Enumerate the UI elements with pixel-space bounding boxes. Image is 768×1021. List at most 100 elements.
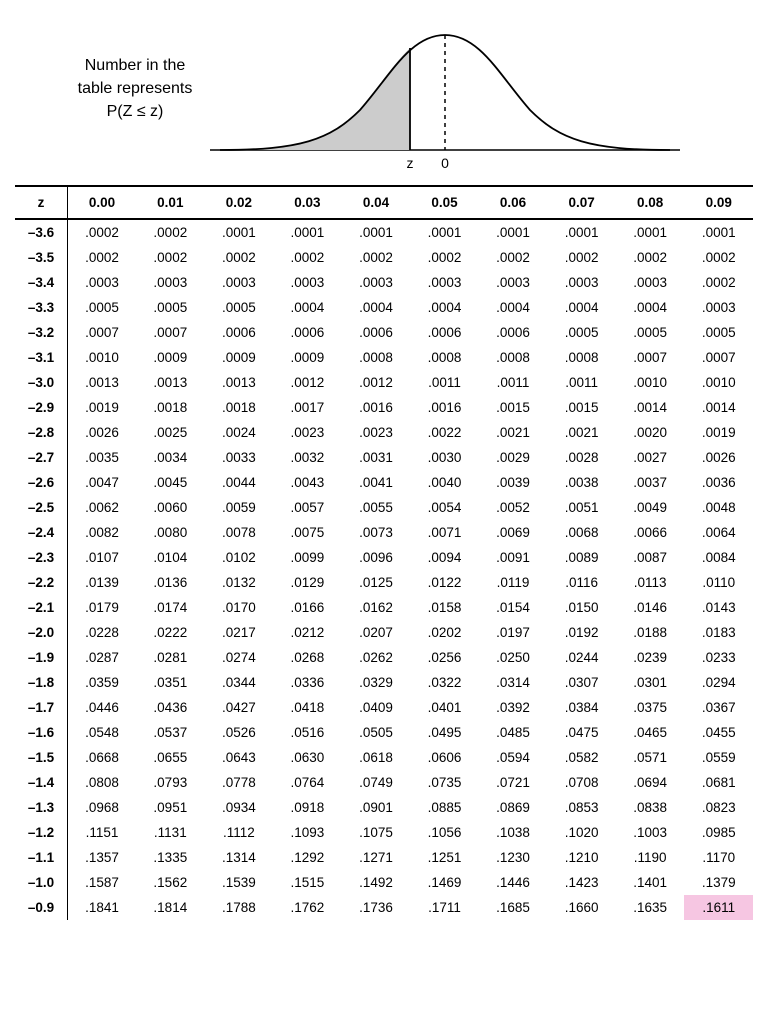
z-table-row: –2.6.0047.0045.0044.0043.0041.0040.0039.… <box>15 470 753 495</box>
z-table-cell: .0025 <box>136 420 205 445</box>
z-table-cell: .0023 <box>342 420 411 445</box>
z-table-row: –1.3.0968.0951.0934.0918.0901.0885.0869.… <box>15 795 753 820</box>
z-table-cell: .0778 <box>205 770 274 795</box>
z-table-cell: .0001 <box>410 219 479 245</box>
z-table-cell: .0401 <box>410 695 479 720</box>
z-table-cell: .0192 <box>547 620 616 645</box>
z-table-row: –1.7.0446.0436.0427.0418.0409.0401.0392.… <box>15 695 753 720</box>
z-table-cell: .0066 <box>616 520 685 545</box>
z-table-cell: .0026 <box>684 445 753 470</box>
z-table-cell: .1660 <box>547 895 616 920</box>
z-table-cell: .1190 <box>616 845 685 870</box>
z-table-cell: .0052 <box>479 495 548 520</box>
z-table-row-header: –3.2 <box>15 320 68 345</box>
z-table-cell: .1401 <box>616 870 685 895</box>
z-table-cell: .0336 <box>273 670 342 695</box>
z-table-cell: .0008 <box>547 345 616 370</box>
z-table-cell: .0007 <box>684 345 753 370</box>
z-table-row: –3.0.0013.0013.0013.0012.0012.0011.0011.… <box>15 370 753 395</box>
z-table-cell: .1635 <box>616 895 685 920</box>
z-table-cell: .0436 <box>136 695 205 720</box>
z-table-cell: .0495 <box>410 720 479 745</box>
z-table-cell: .0359 <box>68 670 137 695</box>
z-table-cell: .0004 <box>342 295 411 320</box>
z-table-cell: .0004 <box>479 295 548 320</box>
z-table-cell: .1170 <box>684 845 753 870</box>
z-table-row: –1.0.1587.1562.1539.1515.1492.1469.1446.… <box>15 870 753 895</box>
z-table-cell: .1314 <box>205 845 274 870</box>
z-table-cell: .0003 <box>136 270 205 295</box>
z-table-cell: .0735 <box>410 770 479 795</box>
z-table-cell: .0351 <box>136 670 205 695</box>
z-table-cell: .0005 <box>547 320 616 345</box>
z-table-cell: .0329 <box>342 670 411 695</box>
z-table-cell: .0005 <box>136 295 205 320</box>
z-table-row: –2.9.0019.0018.0018.0017.0016.0016.0015.… <box>15 395 753 420</box>
z-table-row: –2.7.0035.0034.0033.0032.0031.0030.0029.… <box>15 445 753 470</box>
z-table-cell: .0020 <box>616 420 685 445</box>
z-table-cell: .0222 <box>136 620 205 645</box>
z-table-row: –2.8.0026.0025.0024.0023.0023.0022.0021.… <box>15 420 753 445</box>
z-table-cell: .0668 <box>68 745 137 770</box>
z-table-cell: .1711 <box>410 895 479 920</box>
z-table-cell: .0537 <box>136 720 205 745</box>
z-table-cell: .0002 <box>68 245 137 270</box>
z-table-cell: .0116 <box>547 570 616 595</box>
z-table-cell: .0287 <box>68 645 137 670</box>
z-table-cell: .0418 <box>273 695 342 720</box>
z-table-cell: .0166 <box>273 595 342 620</box>
z-table-row-header: –1.9 <box>15 645 68 670</box>
z-table-cell: .0708 <box>547 770 616 795</box>
z-table-cell: .0047 <box>68 470 137 495</box>
z-table-cell: .0004 <box>410 295 479 320</box>
z-table-cell: .1003 <box>616 820 685 845</box>
z-table-cell: .0694 <box>616 770 685 795</box>
z-table-cell: .0005 <box>684 320 753 345</box>
caption-line-3: P(Z ≤ z) <box>107 103 164 120</box>
z-table-row: –2.3.0107.0104.0102.0099.0096.0094.0091.… <box>15 545 753 570</box>
z-table-row: –1.5.0668.0655.0643.0630.0618.0606.0594.… <box>15 745 753 770</box>
z-table-cell: .1446 <box>479 870 548 895</box>
z-table-cell: .0057 <box>273 495 342 520</box>
z-table-cell: .0838 <box>616 795 685 820</box>
z-table-corner: z <box>15 186 68 219</box>
z-table-cell: .0041 <box>342 470 411 495</box>
z-table-row-header: –1.3 <box>15 795 68 820</box>
z-table-cell: .0006 <box>479 320 548 345</box>
z-table-cell: .0096 <box>342 545 411 570</box>
z-table-cell: .0485 <box>479 720 548 745</box>
z-table-cell: .0031 <box>342 445 411 470</box>
z-table-cell: .0344 <box>205 670 274 695</box>
normal-curve-diagram: Number in the table represents P(Z ≤ z) … <box>15 20 753 185</box>
z-table-cell: .0010 <box>684 370 753 395</box>
z-table-cell: .0002 <box>684 270 753 295</box>
z-table-cell: .0094 <box>410 545 479 570</box>
z-table-row: –2.2.0139.0136.0132.0129.0125.0122.0119.… <box>15 570 753 595</box>
z-table-cell: .0068 <box>547 520 616 545</box>
z-table-row: –3.3.0005.0005.0005.0004.0004.0004.0004.… <box>15 295 753 320</box>
z-table-col-header: 0.03 <box>273 186 342 219</box>
z-table-row-header: –3.3 <box>15 295 68 320</box>
z-table-row: –3.2.0007.0007.0006.0006.0006.0006.0006.… <box>15 320 753 345</box>
z-table-cell: .0618 <box>342 745 411 770</box>
z-table-col-header: 0.07 <box>547 186 616 219</box>
z-table-cell: .0069 <box>479 520 548 545</box>
z-table-cell: .0023 <box>273 420 342 445</box>
z-table-cell: .0143 <box>684 595 753 620</box>
z-table-row: –3.1.0010.0009.0009.0009.0008.0008.0008.… <box>15 345 753 370</box>
z-table-row-header: –0.9 <box>15 895 68 920</box>
z-table-cell: .0014 <box>684 395 753 420</box>
z-table-cell: .0985 <box>684 820 753 845</box>
z-table-cell: .0793 <box>136 770 205 795</box>
z-table-cell: .0006 <box>273 320 342 345</box>
z-table-row-header: –3.1 <box>15 345 68 370</box>
z-table-cell: .0001 <box>616 219 685 245</box>
z-table-cell: .0125 <box>342 570 411 595</box>
caption-line-1: Number in the <box>85 57 186 74</box>
z-table-row-header: –2.9 <box>15 395 68 420</box>
z-table-cell: .0049 <box>616 495 685 520</box>
z-table-cell: .0002 <box>136 219 205 245</box>
z-table-cell: .0002 <box>68 219 137 245</box>
z-table-col-header: 0.08 <box>616 186 685 219</box>
z-table-cell: .0071 <box>410 520 479 545</box>
